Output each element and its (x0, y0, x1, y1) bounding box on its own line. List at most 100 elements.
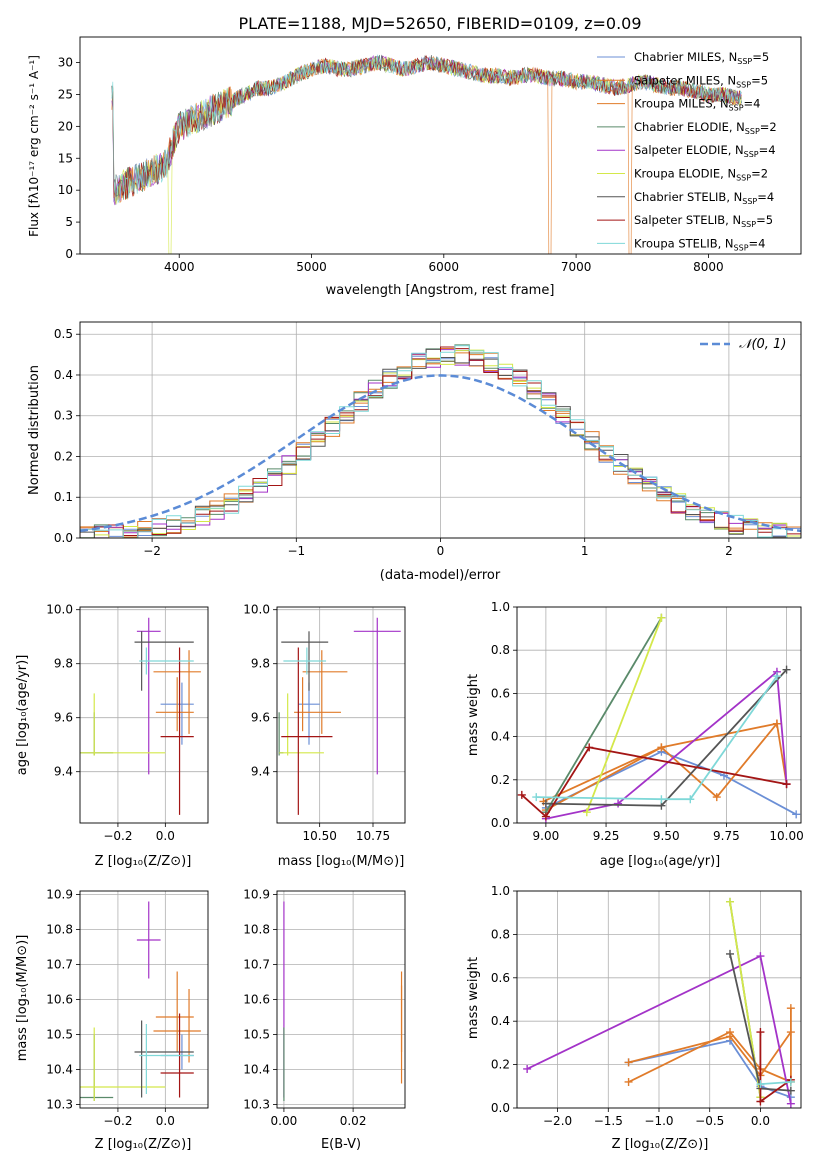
histogram-ytick-label: 0.5 (54, 327, 73, 341)
mass-vs-ebv-panel: 0.00 0.02 10.3 10.4 10.5 10.6 10.7 10.8 10.9 (243, 888, 406, 1128)
histogram-ytick-label: 0.1 (54, 490, 73, 504)
mass-vs-metallicity-panel: −0.2 0.0 10.3 10.4 10.5 10.6 10.7 10.8 10.9 (46, 888, 209, 1128)
mass-weight-vs-age-series-line (521, 746, 787, 818)
age-vs-mass-ytick-label: 9.8 (251, 657, 270, 671)
spectrum-ytick-label: 30 (58, 56, 73, 70)
spectrum-legend-label: Salpeter STELIB, NSSP=5 (634, 213, 773, 229)
mass-weight-vs-age-ytick-label: 0.6 (491, 686, 510, 700)
mass-weight-vs-age-ytick-label: 0.0 (491, 816, 510, 830)
spectrum-xlabel: wavelength [Angstrom, rest frame] (326, 283, 555, 298)
histogram-series-step (80, 345, 801, 538)
mass-weight-vs-age-point-marker (614, 799, 623, 808)
mass-weight-vs-age-series-line (545, 617, 663, 813)
mass-vs-ebv-ytick-label: 10.4 (243, 1063, 270, 1077)
mass-weight-vs-metallicity-ylabel: mass weight (466, 957, 481, 1039)
spectrum-ytick-label: 5 (65, 215, 73, 229)
mass-weight-vs-metallicity-xtick-label: −1.0 (644, 1114, 673, 1128)
age-vs-mass-ytick-label: 9.4 (251, 765, 270, 779)
histogram-xtick-label: −1 (287, 544, 305, 558)
mass-weight-vs-metallicity-point-marker (523, 1064, 532, 1073)
histogram-ytick-label: 0.2 (54, 449, 73, 463)
mass-vs-ebv-ytick-label: 10.7 (243, 958, 270, 972)
mass-vs-ebv-ytick-label: 10.5 (243, 1028, 270, 1042)
mass-weight-vs-metallicity-point-marker (726, 949, 734, 958)
mass-vs-ebv-ytick-label: 10.9 (243, 888, 270, 902)
mass-weight-vs-age-xtick-label: 9.25 (593, 829, 620, 843)
mass-weight-vs-age-point-marker (517, 790, 526, 799)
mass-weight-vs-age-xlabel: age [log₁₀(age/yr)] (600, 854, 721, 869)
mass-weight-vs-age-lines (517, 613, 801, 823)
histogram-ytick-label: 0.3 (54, 409, 73, 423)
mass-weight-vs-age-point-marker (772, 672, 781, 681)
mass-weight-vs-metallicity-series-line (760, 1081, 791, 1085)
mass-weight-vs-age-series-line (545, 750, 797, 816)
mass-vs-metallicity-xtick-label: 0.0 (156, 1114, 175, 1128)
age-vs-metallicity-ytick-label: 10.0 (46, 603, 73, 617)
mass-weight-vs-age-ytick-label: 0.2 (491, 773, 510, 787)
mass-weight-vs-metallicity-point-marker (786, 1099, 795, 1108)
spectrum-legend-label: Chabrier MILES, NSSP=5 (634, 50, 769, 66)
mass-weight-vs-age-series-line (536, 675, 778, 801)
spectrum-ytick-label: 25 (58, 87, 73, 101)
mass-vs-ebv-ytick-label: 10.8 (243, 923, 270, 937)
mass-weight-vs-age-point-marker (782, 665, 791, 674)
mass-weight-vs-age-point-marker (657, 795, 666, 804)
mass-weight-vs-metallicity-point-marker (786, 1077, 795, 1086)
mass-weight-vs-age-point-marker (541, 799, 550, 808)
mass-weight-vs-age-ytick-label: 0.4 (491, 730, 510, 744)
mass-weight-vs-metallicity-point-marker (756, 952, 765, 961)
histogram-xtick-label: −2 (143, 544, 161, 558)
mass-vs-metallicity-xtick-label: −0.2 (103, 1114, 132, 1128)
mass-weight-vs-metallicity-point-marker (786, 1028, 795, 1037)
mass-weight-vs-age-ylabel: mass weight (466, 674, 481, 756)
spectrum-series-line (111, 54, 742, 204)
mass-weight-vs-metallicity-xtick-label: −0.5 (695, 1114, 724, 1128)
histogram-legend-label: 𝒩(0, 1) (739, 337, 786, 352)
age-vs-metallicity-panel: −0.2 0.0 9.4 9.6 9.8 10.0 (46, 603, 209, 843)
mass-vs-ebv-xtick-label: 0.00 (271, 1114, 298, 1128)
spectrum-legend-label: Kroupa ELODIE, NSSP=2 (634, 167, 768, 183)
mass-weight-vs-metallicity-xtick-label: −1.5 (594, 1114, 623, 1128)
mass-vs-metallicity-frame (79, 890, 209, 1109)
mass-weight-vs-metallicity-panel: −2.0 −1.5 −1.0 −0.5 0.0 0.0 0.2 0.4 0.6 0.8 1.0 (491, 884, 802, 1128)
mass-vs-metallicity-ytick-label: 10.8 (46, 923, 73, 937)
mass-weight-vs-age-ytick-label: 0.8 (491, 643, 510, 657)
mass-weight-vs-age-series-line (585, 617, 663, 813)
mass-weight-vs-metallicity-ytick-label: 1.0 (491, 884, 510, 898)
mass-weight-vs-metallicity-lines (523, 897, 795, 1108)
age-vs-metallicity-ytick-label: 9.6 (54, 711, 73, 725)
mass-vs-ebv-ytick-label: 10.6 (243, 993, 270, 1007)
mass-weight-vs-age-panel: 9.00 9.25 9.50 9.75 10.00 0.0 0.2 0.4 0.6 0.8 1.0 (491, 600, 804, 843)
mass-vs-metallicity-ytick-label: 10.7 (46, 958, 73, 972)
mass-vs-metallicity-points (80, 901, 201, 1101)
histogram-xtick-label: 0 (437, 544, 445, 558)
mass-weight-vs-age-frame (516, 606, 802, 824)
mass-weight-vs-age-point-marker (772, 719, 781, 728)
mass-vs-ebv-ytick-label: 10.3 (243, 1098, 270, 1112)
mass-weight-vs-metallicity-xtick-label: 0.0 (751, 1114, 770, 1128)
mass-vs-metallicity-ylabel: mass [log₁₀(M/M⊙)] (15, 935, 30, 1062)
age-vs-mass-xtick-label: 10.50 (302, 829, 336, 843)
mass-vs-metallicity-ytick-label: 10.4 (46, 1063, 73, 1077)
age-vs-mass-xtick-label: 10.75 (356, 829, 390, 843)
mass-weight-vs-metallicity-ytick-label: 0.2 (491, 1058, 510, 1072)
spectrum-legend-label: Salpeter MILES, NSSP=5 (634, 73, 768, 89)
mass-weight-vs-age-point-marker (585, 743, 594, 752)
spectrum-panel: 4000 5000 6000 7000 8000 0 5 10 15 20 25 30 Chabrier… (58, 36, 802, 274)
mass-weight-vs-age-point-marker (712, 793, 721, 802)
spectrum-legend: Chabrier MILES, NSSP=5 Salpeter MILES, NS… (597, 50, 777, 252)
spectrum-ylabel: Flux [fλ10⁻¹⁷ erg cm⁻² s⁻¹ A⁻¹] (27, 55, 41, 237)
age-vs-metallicity-xtick-label: −0.2 (103, 829, 132, 843)
mass-weight-vs-metallicity-ytick-label: 0.4 (491, 1014, 510, 1028)
histogram-panel: −2 −1 0 1 2 0.0 0.1 0.2 0.3 0.4 0.5 𝒩(0, 1) (54, 321, 802, 558)
mass-weight-vs-age-xtick-label: 9.50 (653, 829, 680, 843)
mass-weight-vs-metallicity-point-marker (726, 897, 734, 906)
mass-weight-vs-metallicity-point-marker (756, 1028, 765, 1037)
mass-weight-vs-metallicity-ytick-label: 0.6 (491, 971, 510, 985)
age-vs-metallicity-xlabel: Z [log₁₀(Z/Z⊙)] (95, 854, 192, 869)
spectrum-xtick-label: 4000 (164, 260, 195, 274)
age-vs-metallicity-background (80, 607, 208, 823)
mass-weight-vs-age-point-marker (657, 613, 666, 622)
age-vs-mass-ytick-label: 10.0 (243, 603, 270, 617)
